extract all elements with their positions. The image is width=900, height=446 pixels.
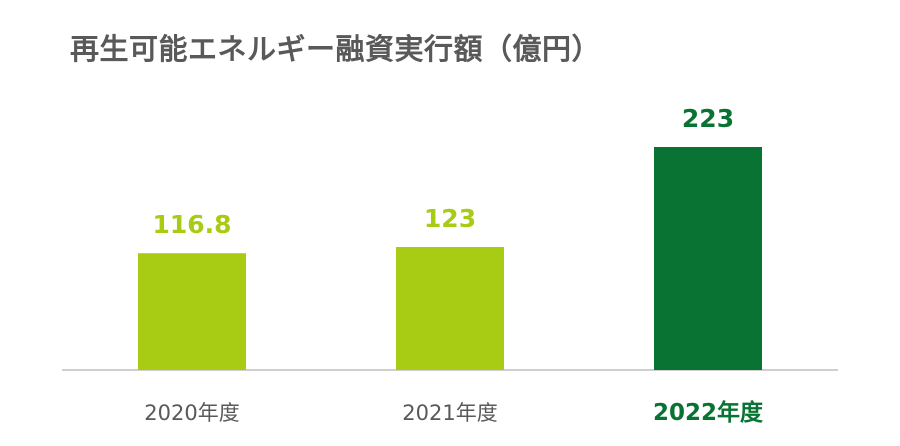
category-label-2: 2021年度 bbox=[402, 401, 497, 425]
chart-title: 再生可能エネルギー融資実行額（億円） bbox=[70, 32, 602, 66]
bar-3 bbox=[654, 147, 762, 370]
bars bbox=[138, 147, 762, 370]
category-label-3: 2022年度 bbox=[653, 399, 764, 426]
value-labels: 116.8 123 223 bbox=[152, 104, 734, 239]
value-label-1: 116.8 bbox=[152, 210, 231, 239]
category-labels: 2020年度 2021年度 2022年度 bbox=[144, 399, 764, 426]
bar-1 bbox=[138, 253, 246, 370]
bar-2 bbox=[396, 247, 504, 370]
value-label-3: 223 bbox=[682, 104, 734, 133]
value-label-2: 123 bbox=[424, 204, 476, 233]
category-label-1: 2020年度 bbox=[144, 401, 239, 425]
